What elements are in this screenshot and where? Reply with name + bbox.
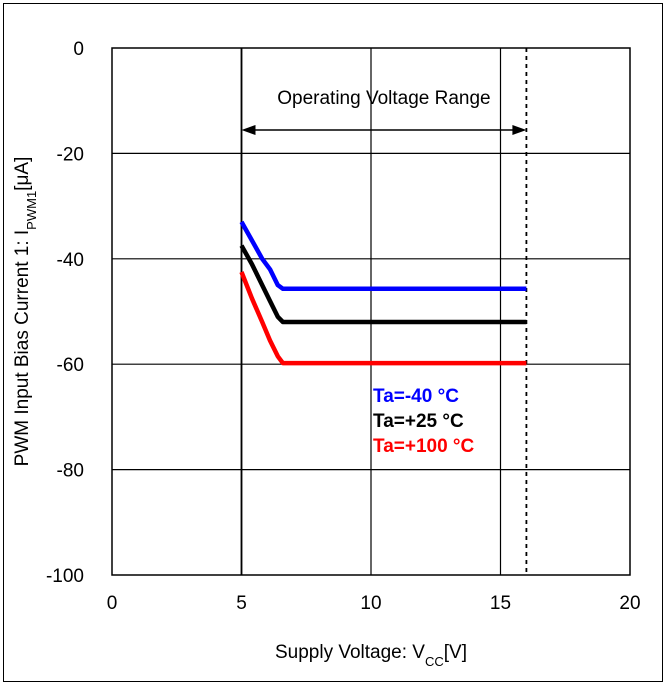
series-line: [239, 220, 527, 292]
y-tick-labels: 0 -20 -40 -60 -80 -100: [46, 39, 84, 587]
x-axis-label: Supply Voltage: VCC[V]: [275, 642, 467, 669]
operating-range-boundaries: [240, 48, 528, 575]
y-tick-label: -40: [57, 250, 84, 271]
x-tick-labels: 0 5 10 15 20: [107, 593, 641, 614]
operating-range-annotation: Operating Voltage Range: [241, 88, 527, 135]
y-tick-label: 0: [73, 39, 84, 60]
arrow-head-left: [241, 125, 256, 135]
y-axis-label: PWM Input Bias Current 1: IPWM1[μA]: [12, 157, 39, 467]
operating-range-label: Operating Voltage Range: [277, 88, 490, 109]
x-tick-label: 10: [360, 593, 381, 614]
legend: Ta=-40 °C Ta=+25 °C Ta=+100 °C: [373, 386, 475, 457]
legend-entry: Ta=-40 °C: [373, 386, 459, 407]
y-tick-label: -60: [57, 355, 84, 376]
x-tick-label: 15: [490, 593, 511, 614]
series-line: [239, 244, 527, 325]
y-tick-label: -20: [57, 144, 84, 165]
x-tick-label: 5: [236, 593, 247, 614]
legend-entry: Ta=+25 °C: [373, 411, 464, 432]
series-line: [239, 271, 527, 366]
plot-area-border: [111, 47, 631, 576]
x-tick-label: 0: [107, 593, 118, 614]
chart-frame: [3, 3, 663, 682]
y-tick-label: -100: [46, 566, 84, 587]
arrow-head-right: [512, 125, 527, 135]
legend-entry: Ta=+100 °C: [373, 436, 475, 457]
series-lines: [239, 220, 527, 366]
y-tick-label: -80: [57, 461, 84, 482]
x-tick-label: 20: [619, 593, 640, 614]
grid-lines: [112, 48, 630, 575]
